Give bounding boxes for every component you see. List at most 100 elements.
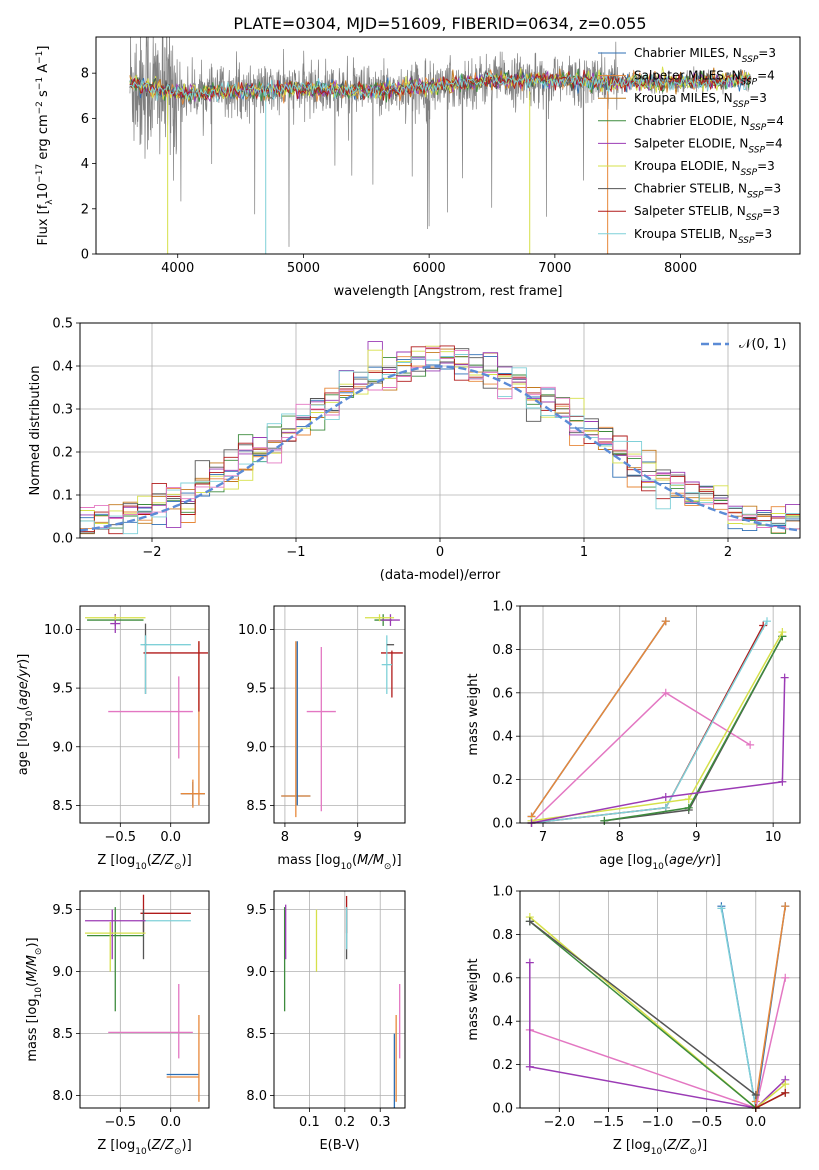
legend-label: Kroupa MILES, NSSP=3 — [634, 91, 767, 110]
x-tick-label: −2.0 — [544, 1115, 576, 1130]
axes-frame — [95, 36, 801, 255]
axes-frame — [519, 890, 801, 1109]
mass-weight-line — [529, 920, 757, 1096]
x-tick-label: 4000 — [161, 261, 194, 276]
y-tick-label: 8 — [81, 67, 89, 82]
mass-weight-line — [529, 962, 786, 1109]
y-tick-label: 9.5 — [246, 903, 267, 918]
x-tick-label: 2 — [724, 545, 732, 560]
y-tick-label: 1.0 — [492, 600, 513, 615]
x-tick-label: 0.0 — [160, 1115, 181, 1130]
age-vs-mass-panel: 8 9 8.5 9.0 9.5 10.0 mass [log10(M/M⊙)] — [238, 605, 406, 872]
legend-label: Chabrier STELIB, NSSP=3 — [634, 182, 781, 201]
error-bar — [364, 614, 395, 622]
y-tick-label: 0.2 — [492, 1058, 513, 1073]
x-tick-label: −2 — [142, 545, 161, 560]
mass-weight-line — [755, 906, 787, 1102]
figure-title: PLATE=0304, MJD=51609, FIBERID=0634, z=0… — [233, 14, 646, 33]
legend-label: 𝒩(0, 1) — [739, 337, 786, 352]
mass-weight-line — [531, 625, 764, 824]
legend-label: Chabrier ELODIE, NSSP=4 — [634, 114, 784, 133]
data-point-marker — [780, 673, 789, 682]
y-axis-label: mass weight — [466, 673, 481, 755]
legend-label: Salpeter STELIB, NSSP=3 — [634, 204, 780, 223]
legend-label: Chabrier MILES, NSSP=3 — [634, 46, 776, 65]
x-tick-label: 7 — [539, 830, 547, 845]
axes-frame — [519, 605, 801, 824]
error-bar — [380, 614, 400, 626]
x-tick-label: 1 — [580, 545, 588, 560]
histogram-step-line — [80, 346, 800, 530]
data-point-marker — [684, 795, 693, 804]
x-tick-label: −0.5 — [105, 830, 137, 845]
y-tick-label: 0.2 — [492, 773, 513, 788]
mass-vs-Z-panel: −0.5 0.0 8.0 8.5 9.0 9.5 Z [log10(Z/Z⊙)] mass [… — [25, 890, 210, 1157]
y-axis-label: Normed distribution — [28, 366, 43, 496]
y-tick-label: 0.6 — [492, 686, 513, 701]
histogram-legend: 𝒩(0, 1) — [701, 337, 786, 352]
x-tick-label: −1 — [286, 545, 305, 560]
x-tick-label: 9 — [354, 830, 362, 845]
data-point-marker — [746, 740, 755, 749]
data-point-marker — [781, 1088, 790, 1097]
y-tick-label: 0.2 — [52, 446, 73, 461]
y-tick-label: 9.0 — [246, 965, 267, 980]
y-tick-label: 0 — [81, 248, 89, 263]
x-tick-label: 0.2 — [334, 1115, 355, 1130]
histogram-panel: −2 −1 0 1 2 0.0 0.1 0.2 0.3 0.4 0.5 𝒩(0, 1) (data-mo… — [28, 317, 801, 583]
legend-label: Kroupa ELODIE, NSSP=3 — [634, 159, 775, 178]
data-point-marker — [763, 617, 772, 626]
y-tick-label: 0.0 — [492, 817, 513, 832]
x-tick-label: 0 — [436, 545, 444, 560]
x-axis-label: mass [log10(M/M⊙)] — [277, 853, 401, 872]
data-point-marker — [751, 1090, 760, 1099]
gaussian-curve — [80, 365, 800, 532]
x-axis-label: Z [log10(Z/Z⊙)] — [97, 1138, 191, 1157]
axes-frame — [79, 605, 210, 824]
mass-weight-vs-Z-panel: −2.0 −1.5 −1.0 −0.5 0.0 0.0 0.2 0.4 0.6 0.8 1.0 Z [… — [466, 885, 801, 1157]
y-tick-label: 8.5 — [246, 1027, 267, 1042]
data-point-marker — [525, 1062, 534, 1071]
x-axis-label: Z [log10(Z/Z⊙)] — [97, 853, 191, 872]
x-tick-label: 5000 — [287, 261, 320, 276]
y-tick-label: 0.4 — [492, 1015, 513, 1030]
y-tick-label: 9.0 — [52, 740, 73, 755]
data-point-marker — [778, 777, 787, 786]
y-tick-label: 0.1 — [52, 489, 73, 504]
legend-label: Salpeter ELODIE, NSSP=4 — [634, 136, 783, 155]
mass-weight-line — [720, 906, 787, 1109]
error-bar — [85, 615, 146, 621]
x-tick-label: −1.0 — [642, 1115, 674, 1130]
model-spectrum-line — [129, 71, 751, 103]
data-point-marker — [717, 904, 726, 913]
x-tick-label: 8 — [281, 830, 289, 845]
age-vs-Z-panel: −0.5 0.0 8.5 9.0 9.5 10.0 Z [log10(Z/Z⊙)] age [… — [16, 605, 210, 872]
y-tick-label: 10.0 — [238, 623, 267, 638]
x-tick-label: 6000 — [413, 261, 446, 276]
x-tick-label: 8000 — [664, 261, 697, 276]
y-tick-label: 0.8 — [492, 928, 513, 943]
histogram-step-line — [80, 345, 800, 535]
x-tick-label: 10 — [765, 830, 782, 845]
mass-weight-line — [755, 1092, 786, 1109]
y-tick-label: 9.0 — [52, 965, 73, 980]
y-tick-label: 9.5 — [246, 682, 267, 697]
legend-label: Kroupa STELIB, NSSP=3 — [634, 227, 772, 246]
y-tick-label: 2 — [81, 202, 89, 217]
y-axis-label: mass [log10(M/M⊙)] — [25, 937, 44, 1061]
y-tick-label: 0.4 — [52, 360, 73, 375]
y-tick-label: 8.5 — [246, 799, 267, 814]
data-point-marker — [781, 902, 790, 911]
histogram-step-line — [80, 348, 800, 534]
axes-frame — [273, 890, 406, 1109]
y-tick-label: 9.5 — [52, 903, 73, 918]
y-tick-label: 4 — [81, 157, 89, 172]
y-tick-label: 8.0 — [246, 1089, 267, 1104]
x-axis-label: E(B-V) — [319, 1138, 359, 1153]
data-point-marker — [600, 816, 609, 825]
x-tick-label: 0.0 — [160, 830, 181, 845]
mass-vs-ebv-panel: 0.1 0.2 0.3 8.0 8.5 9.0 9.5 E(B-V) — [246, 890, 406, 1153]
x-axis-label: age [log10(age/yr)] — [599, 853, 721, 872]
x-axis-label: wavelength [Angstrom, rest frame] — [334, 284, 563, 299]
x-tick-label: 0.3 — [370, 1115, 391, 1130]
